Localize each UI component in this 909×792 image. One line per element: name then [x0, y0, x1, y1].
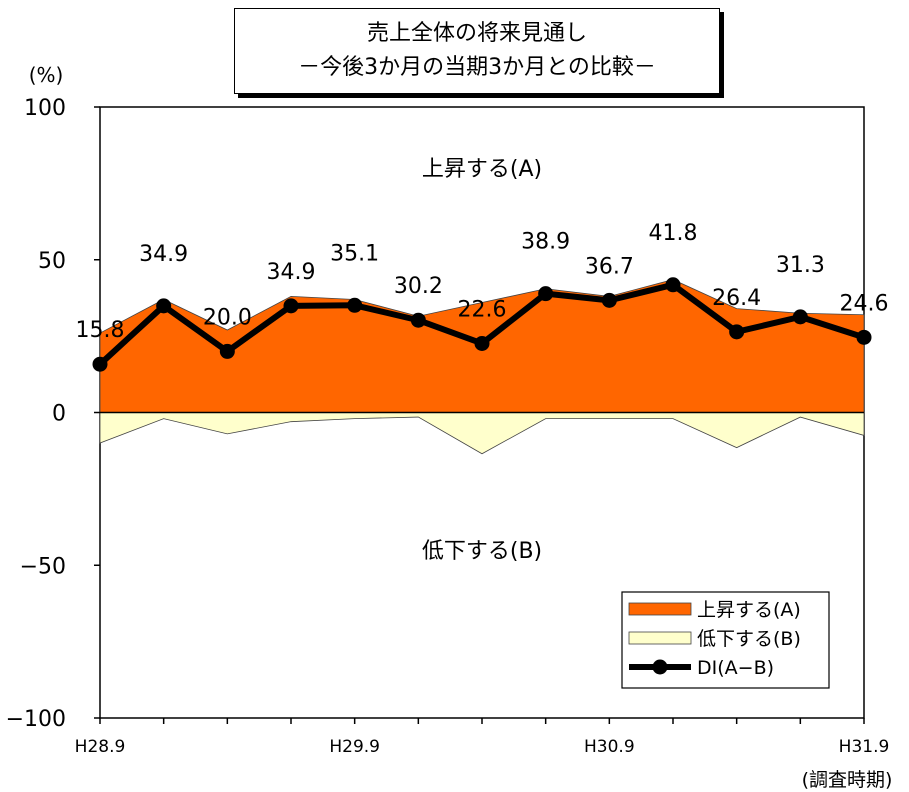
di-data-label: 20.0	[203, 305, 252, 330]
legend-swatch-rise	[628, 602, 692, 616]
di-data-label: 35.1	[330, 241, 379, 266]
x-axis-label: (調査時期)	[802, 769, 893, 791]
y-tick-label: −100	[6, 707, 66, 732]
x-tick-label: H30.9	[584, 737, 635, 757]
legend-label: 上昇する(A)	[697, 599, 801, 621]
chart-subtitle: －今後3か月の当期3か月との比較－	[298, 55, 656, 80]
di-data-label: 36.7	[585, 254, 634, 279]
plot-area: 100 50 0 −50 −100 H28.9 H29.9 H30.9 H31.9 上昇する(A)…	[6, 96, 890, 757]
x-tick-label: H31.9	[839, 737, 890, 757]
di-point	[410, 312, 426, 328]
di-point	[156, 298, 172, 314]
di-data-label: 34.9	[139, 242, 188, 267]
legend-label: DI(A−B)	[697, 657, 774, 679]
y-tick-label: −50	[20, 554, 66, 579]
chart-title: 売上全体の将来見通し	[366, 21, 587, 46]
di-data-label: 34.9	[267, 260, 316, 285]
chart-text: (%) (調査時期)	[29, 63, 893, 791]
di-data-label: 41.8	[649, 221, 698, 246]
di-data-label: 31.3	[776, 253, 825, 278]
y-tick-label: 50	[38, 249, 66, 274]
di-data-label: 22.6	[458, 297, 507, 322]
y-tick-label: 100	[24, 96, 66, 121]
plot-annotation: 上昇する(A)	[422, 157, 542, 182]
x-tick-label: H28.9	[75, 737, 126, 757]
plot-annotation: 低下する(B)	[422, 539, 542, 564]
di-point	[856, 329, 872, 345]
area-fall	[99, 412, 865, 455]
y-tick-label: 0	[52, 402, 66, 427]
di-point	[92, 356, 108, 372]
di-point	[792, 309, 808, 325]
di-point	[729, 324, 745, 340]
di-point	[219, 343, 235, 359]
x-tick-label: H29.9	[329, 737, 380, 757]
di-point	[283, 298, 299, 314]
legend-swatch-fall	[628, 631, 692, 645]
di-point	[347, 297, 363, 313]
di-data-label: 26.4	[712, 286, 761, 311]
di-point	[474, 335, 490, 351]
legend: 上昇する(A) 低下する(B) DI(A−B)	[621, 591, 830, 689]
di-data-label: 24.6	[840, 291, 889, 316]
di-point	[601, 292, 617, 308]
y-axis-label: (%)	[29, 63, 64, 87]
chart-title-box: 売上全体の将来見通し －今後3か月の当期3か月との比較－	[234, 8, 720, 94]
legend-label: 低下する(B)	[697, 628, 801, 650]
di-data-label: 15.8	[76, 318, 125, 343]
di-point	[538, 286, 554, 302]
di-data-label: 38.9	[521, 230, 570, 255]
legend-marker-di	[652, 659, 668, 675]
di-point	[665, 277, 681, 293]
di-data-label: 30.2	[394, 274, 443, 299]
